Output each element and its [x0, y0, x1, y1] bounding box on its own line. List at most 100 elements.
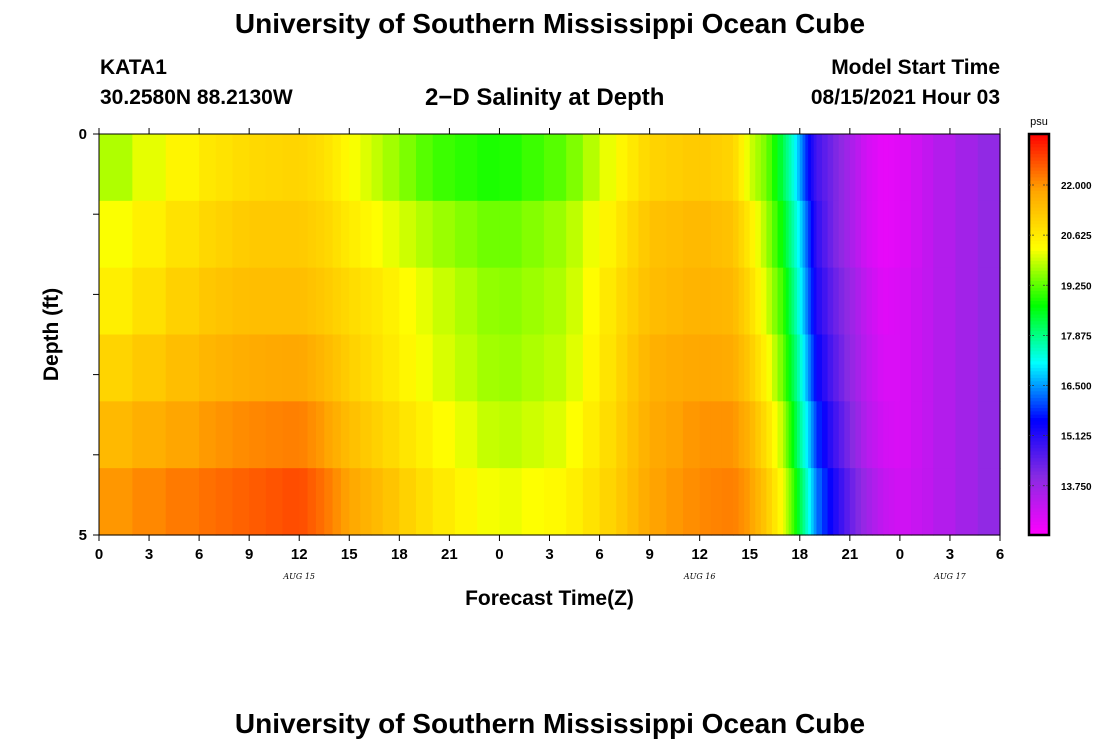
heatmap-cell	[794, 134, 798, 202]
heatmap-cell	[799, 334, 804, 402]
colorbar-swatch	[1029, 321, 1049, 325]
heatmap-cell	[933, 267, 957, 336]
heatmap-cell	[360, 267, 373, 336]
heatmap-cell	[638, 267, 651, 336]
heatmap-cell	[282, 468, 300, 536]
heatmap-cell	[132, 468, 167, 536]
colorbar-swatch	[1029, 147, 1049, 152]
heatmap-cell	[282, 401, 300, 469]
colorbar-swatch	[1029, 451, 1049, 456]
heatmap-cell	[682, 401, 701, 469]
heatmap-cell	[232, 468, 250, 536]
heatmap-cell	[682, 267, 701, 336]
colorbar-swatch	[1029, 461, 1049, 466]
heatmap-cell	[699, 134, 712, 202]
heatmap-cell	[454, 334, 478, 402]
heatmap-cell	[911, 134, 923, 202]
heatmap-cell	[844, 468, 851, 536]
heatmap-cell	[721, 267, 734, 336]
heatmap-cell	[99, 334, 133, 402]
heatmap-cell	[816, 134, 823, 202]
heatmap-cell	[307, 200, 317, 269]
heatmap-cell	[805, 401, 809, 469]
heatmap-cell	[783, 401, 787, 469]
heatmap-cell	[249, 468, 267, 536]
x-tick-label: 9	[645, 546, 653, 563]
heatmap-cell	[638, 200, 651, 269]
heatmap-cell	[582, 267, 601, 336]
colorbar-swatch	[1029, 531, 1049, 536]
heatmap-cell	[616, 267, 628, 336]
heatmap-cell	[849, 334, 856, 402]
heatmap-cell	[721, 468, 734, 536]
heatmap-cell	[307, 134, 317, 202]
y-tick-label: 0	[79, 126, 87, 143]
heatmap-cell	[543, 401, 567, 469]
heatmap-cell	[955, 468, 979, 536]
heatmap-cell	[360, 334, 373, 402]
station-id: KATA1	[100, 56, 167, 79]
heatmap-cell	[955, 401, 979, 469]
heatmap-cell	[360, 401, 373, 469]
heatmap-cell	[666, 401, 684, 469]
heatmap-cell	[802, 267, 806, 336]
heatmap-cell	[816, 468, 823, 536]
colorbar-swatch	[1029, 217, 1049, 222]
heatmap-cell	[808, 401, 812, 469]
heatmap-cell	[777, 267, 784, 336]
colorbar-swatch	[1029, 418, 1049, 422]
heatmap-cell	[808, 334, 812, 402]
heatmap-cell	[883, 468, 890, 536]
heatmap-cell	[543, 267, 567, 336]
heatmap-cell	[755, 401, 762, 469]
heatmap-cell	[666, 334, 684, 402]
heatmap-cell	[955, 134, 979, 202]
heatmap-cell	[454, 200, 478, 269]
x-tick-label: 6	[195, 546, 203, 563]
colorbar-swatch	[1029, 458, 1049, 462]
heatmap-cell	[785, 267, 790, 336]
colorbar-tick-label: 15.125	[1061, 432, 1092, 443]
heatmap-cell	[499, 401, 523, 469]
heatmap-cell	[249, 134, 267, 202]
heatmap-cell	[454, 468, 478, 536]
heatmap-cell	[744, 267, 751, 336]
heatmap-cell	[827, 267, 834, 336]
heatmap-cell	[888, 200, 895, 269]
y-axis-label: Depth (ft)	[40, 288, 63, 381]
heatmap-cell	[99, 267, 133, 336]
heatmap-cell	[416, 401, 434, 469]
heatmap-cell	[477, 134, 501, 202]
heatmap-cell	[755, 200, 762, 269]
heatmap-cell	[866, 334, 873, 402]
heatmap-cell	[783, 267, 787, 336]
colorbar-swatch	[1029, 264, 1049, 269]
heatmap-cell	[599, 468, 617, 536]
heatmap-cell	[822, 267, 829, 336]
heatmap-cell	[805, 200, 809, 269]
heatmap-cell	[838, 468, 845, 536]
heatmap-cell	[933, 401, 957, 469]
colorbar-swatch	[1029, 391, 1049, 396]
heatmap-cell	[827, 134, 834, 202]
heatmap-cell	[785, 334, 790, 402]
heatmap-cell	[215, 134, 234, 202]
heatmap-cell	[771, 134, 779, 202]
colorbar-swatch	[1029, 444, 1049, 449]
heatmap-cell	[872, 468, 879, 536]
colorbar-swatch	[1029, 471, 1049, 476]
colorbar-swatch	[1029, 294, 1049, 299]
heatmap-cell	[922, 401, 934, 469]
heatmap-cell	[933, 334, 957, 402]
colorbar-swatch	[1029, 271, 1049, 275]
heatmap-cell	[888, 334, 895, 402]
heatmap-cell	[744, 334, 751, 402]
heatmap-cell	[249, 401, 267, 469]
heatmap-cell	[933, 468, 957, 536]
heatmap-cell	[911, 401, 923, 469]
heatmap-cell	[165, 468, 200, 536]
heatmap-cell	[855, 267, 862, 336]
heatmap-cell	[666, 134, 684, 202]
heatmap-cell	[616, 134, 628, 202]
heatmap-cell	[360, 200, 373, 269]
